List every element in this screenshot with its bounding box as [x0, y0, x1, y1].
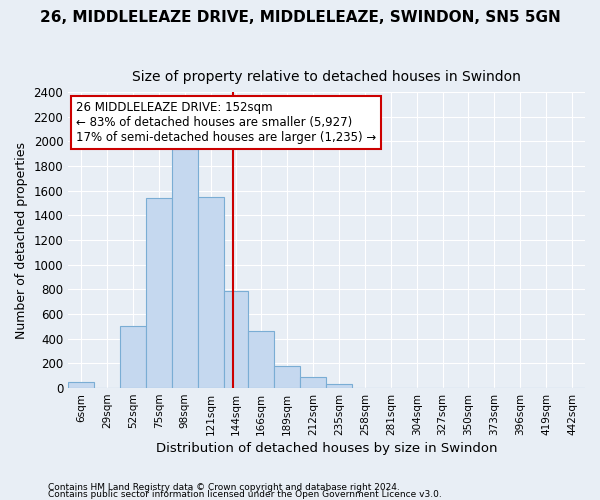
Text: Contains HM Land Registry data © Crown copyright and database right 2024.: Contains HM Land Registry data © Crown c… — [48, 484, 400, 492]
Bar — [224, 290, 248, 388]
Text: Contains public sector information licensed under the Open Government Licence v3: Contains public sector information licen… — [48, 490, 442, 499]
Bar — [172, 149, 197, 388]
Bar — [146, 198, 172, 388]
X-axis label: Distribution of detached houses by size in Swindon: Distribution of detached houses by size … — [156, 442, 497, 455]
Bar — [120, 326, 146, 388]
Bar — [68, 382, 94, 388]
Title: Size of property relative to detached houses in Swindon: Size of property relative to detached ho… — [132, 70, 521, 84]
Bar — [300, 377, 326, 388]
Bar — [326, 384, 352, 388]
Bar — [248, 330, 274, 388]
Y-axis label: Number of detached properties: Number of detached properties — [15, 142, 28, 338]
Text: 26, MIDDLELEAZE DRIVE, MIDDLELEAZE, SWINDON, SN5 5GN: 26, MIDDLELEAZE DRIVE, MIDDLELEAZE, SWIN… — [40, 10, 560, 25]
Text: 26 MIDDLELEAZE DRIVE: 152sqm
← 83% of detached houses are smaller (5,927)
17% of: 26 MIDDLELEAZE DRIVE: 152sqm ← 83% of de… — [76, 101, 376, 144]
Bar — [274, 366, 300, 388]
Bar — [197, 197, 224, 388]
